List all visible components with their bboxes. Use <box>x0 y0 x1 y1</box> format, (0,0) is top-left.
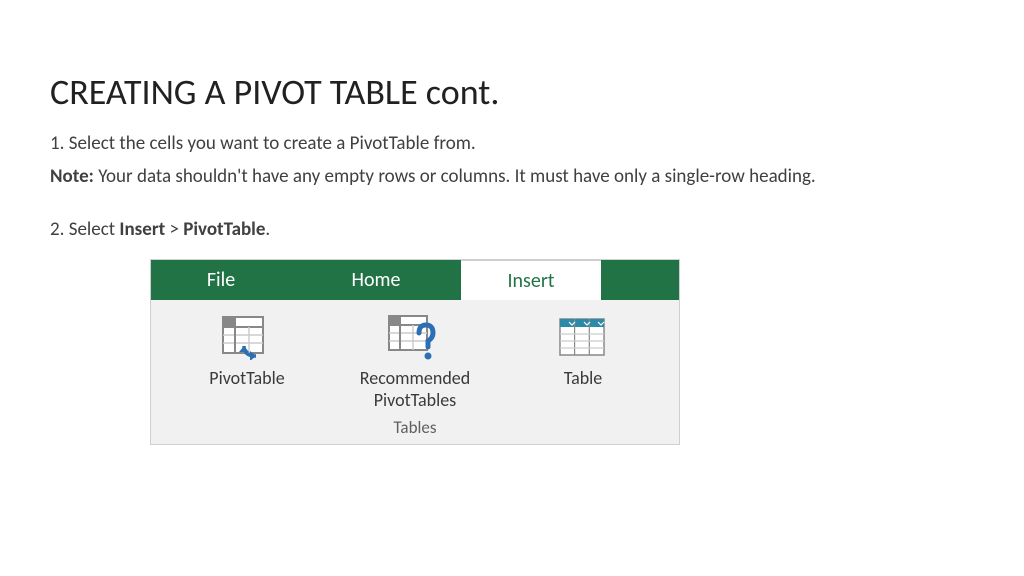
recommended-pivottables-button[interactable]: Recommended PivotTables <box>320 314 510 411</box>
table-icon <box>555 314 611 362</box>
pivottable-icon <box>219 314 275 362</box>
step1-num: 1. <box>50 132 69 155</box>
title-bold: CREATING A PIVOT TABLE <box>50 70 418 114</box>
recommended-l2: PivotTables <box>374 389 457 411</box>
note-line: Note: Your data shouldn't have any empty… <box>50 165 974 188</box>
ribbon-body: PivotTable <box>151 300 679 444</box>
recommended-label: Recommended PivotTables <box>360 368 470 411</box>
recommended-l1: Recommended <box>360 367 470 389</box>
step2-mid: > <box>165 218 183 241</box>
tab-file[interactable]: File <box>151 260 291 300</box>
note-text: Your data shouldn't have any empty rows … <box>94 165 816 188</box>
step-1: 1. Select the cells you want to create a… <box>50 132 974 155</box>
excel-ribbon: File Home Insert <box>150 259 680 445</box>
table-button[interactable]: Table <box>528 314 638 390</box>
note-label: Note: <box>50 165 94 188</box>
page-title: CREATING A PIVOT TABLE cont. <box>50 70 974 114</box>
step2-prefix: 2. Select <box>50 218 119 241</box>
step2-pivot: PivotTable <box>183 218 265 241</box>
table-label: Table <box>564 368 603 390</box>
tab-insert[interactable]: Insert <box>461 260 601 300</box>
title-rest: cont. <box>418 70 500 114</box>
ribbon-button-row: PivotTable <box>161 314 669 411</box>
step2-insert: Insert <box>119 218 165 241</box>
tab-spacer <box>601 260 679 300</box>
pivottable-label: PivotTable <box>209 368 284 390</box>
tab-home[interactable]: Home <box>291 260 461 300</box>
pivottable-button[interactable]: PivotTable <box>192 314 302 390</box>
step-2: 2. Select Insert > PivotTable. <box>50 218 974 241</box>
step2-suffix: . <box>265 218 270 241</box>
ribbon-group-label: Tables <box>393 417 436 438</box>
ribbon-tabs: File Home Insert <box>151 260 679 300</box>
recommended-pivottables-icon <box>387 314 443 362</box>
step1-text: Select the cells you want to create a Pi… <box>69 132 476 155</box>
